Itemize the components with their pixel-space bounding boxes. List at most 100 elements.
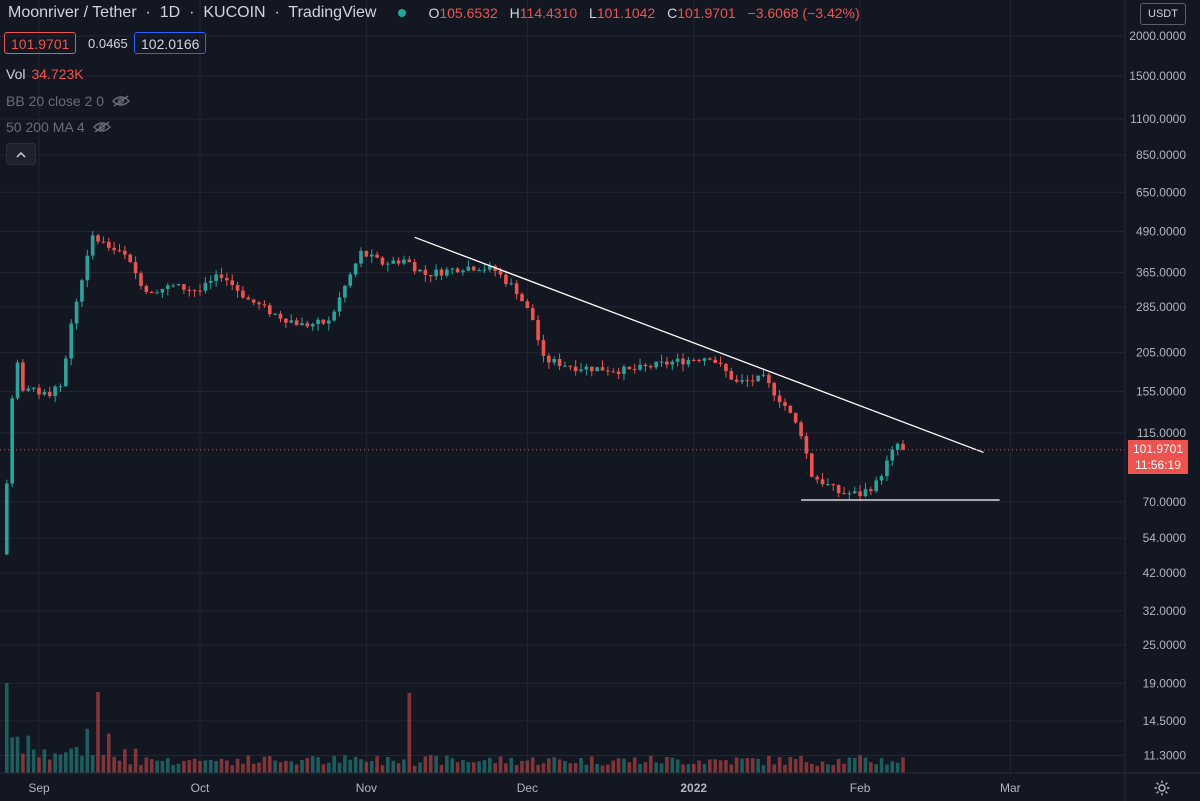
candle: [407, 256, 412, 263]
candle: [241, 286, 245, 299]
collapse-legend-button[interactable]: [6, 143, 36, 165]
last-price-badge: 101.9701 11:56:19: [1128, 440, 1188, 474]
volume-bar: [80, 755, 84, 773]
y-tick-label: 11.3000: [1144, 748, 1187, 762]
candle: [359, 247, 363, 268]
volume-bar: [691, 764, 696, 773]
candle: [214, 270, 218, 287]
volume-bar: [729, 764, 734, 773]
chevron-up-icon: [16, 151, 26, 158]
candle: [15, 359, 20, 401]
candle: [412, 258, 417, 275]
volume-bar: [10, 737, 14, 773]
volume-bar: [369, 760, 374, 773]
volume-bar: [600, 765, 605, 773]
volume-bar: [214, 761, 218, 773]
candle: [686, 356, 691, 368]
y-tick-label: 650.0000: [1136, 185, 1186, 199]
candle: [246, 295, 251, 300]
candle: [90, 230, 95, 260]
candle: [380, 255, 385, 267]
candle: [573, 360, 578, 376]
volume-bar: [418, 762, 422, 773]
indicator-ma-label: 50 200 MA 4: [6, 119, 85, 135]
candle: [203, 276, 208, 294]
candle: [305, 320, 310, 328]
y-tick-label: 19.0000: [1143, 676, 1187, 690]
buy-price-button[interactable]: 102.0166: [134, 32, 207, 54]
candle: [820, 472, 825, 487]
symbol-name[interactable]: Moonriver / Tether: [8, 4, 137, 21]
spread-value: 0.0465: [88, 36, 128, 51]
volume-bar: [251, 763, 256, 773]
volume-bar: [815, 765, 819, 773]
candle: [493, 264, 497, 277]
y-tick-label: 25.0000: [1143, 638, 1187, 652]
volume-bar: [26, 735, 31, 773]
volume-bar: [649, 755, 653, 773]
volume-bar: [595, 763, 599, 773]
candle: [396, 257, 401, 266]
eye-hidden-icon[interactable]: [112, 95, 131, 107]
volume-bar: [300, 760, 304, 773]
volume-bar: [584, 764, 589, 773]
candle: [879, 474, 884, 485]
candle: [643, 362, 648, 372]
volume-bar: [777, 757, 782, 773]
candle: [530, 304, 535, 321]
candle: [176, 283, 181, 286]
volume-bar: [149, 759, 154, 773]
volume-bar: [541, 763, 546, 773]
candle: [874, 476, 878, 494]
candle: [5, 479, 9, 556]
candle: [47, 386, 52, 399]
candle: [310, 322, 315, 331]
candle: [418, 269, 422, 272]
volume-bar: [783, 764, 787, 773]
currency-label[interactable]: USDT: [1140, 3, 1186, 25]
volume-bar: [810, 763, 814, 773]
volume-bar: [675, 759, 680, 773]
y-tick-label: 70.0000: [1143, 495, 1187, 509]
eye-hidden-icon[interactable]: [92, 121, 111, 133]
high-label: H: [509, 5, 520, 21]
indicator-ma[interactable]: 50 200 MA 4: [6, 119, 111, 135]
candle: [788, 404, 793, 414]
volume-bar: [343, 755, 347, 773]
volume-bar: [885, 764, 889, 773]
y-tick-label: 14.5000: [1143, 714, 1187, 728]
candle: [616, 367, 621, 379]
candle: [606, 366, 610, 376]
x-tick-label: 2022: [680, 781, 707, 795]
interval[interactable]: 1D: [159, 4, 181, 21]
volume-bar: [611, 760, 616, 773]
candle: [171, 283, 175, 288]
sell-price-button[interactable]: 101.9701: [4, 32, 77, 54]
volume-bar: [278, 762, 283, 773]
volume-legend[interactable]: Vol 34.723K: [6, 66, 84, 82]
candle: [514, 280, 519, 300]
candle: [208, 275, 213, 290]
candle: [31, 386, 36, 392]
volume-bar: [455, 762, 460, 773]
gear-icon[interactable]: [1153, 779, 1171, 797]
volume-bar: [262, 756, 267, 773]
volume-bar: [504, 763, 508, 773]
volume-bar: [530, 757, 535, 773]
candle: [890, 446, 895, 467]
candle: [155, 289, 159, 294]
x-tick-label: Sep: [28, 781, 50, 795]
candle: [267, 302, 272, 318]
trendlines[interactable]: [0, 236, 1125, 501]
volume-bar: [514, 765, 519, 773]
candle: [445, 266, 449, 278]
bar-countdown: 11:56:19: [1135, 458, 1181, 472]
candle: [96, 233, 100, 245]
volume-bar: [740, 758, 744, 773]
x-tick-label: Mar: [1000, 781, 1021, 795]
candle: [64, 355, 68, 387]
indicator-bb[interactable]: BB 20 close 2 0: [6, 93, 131, 109]
live-dot-icon: [398, 9, 407, 17]
